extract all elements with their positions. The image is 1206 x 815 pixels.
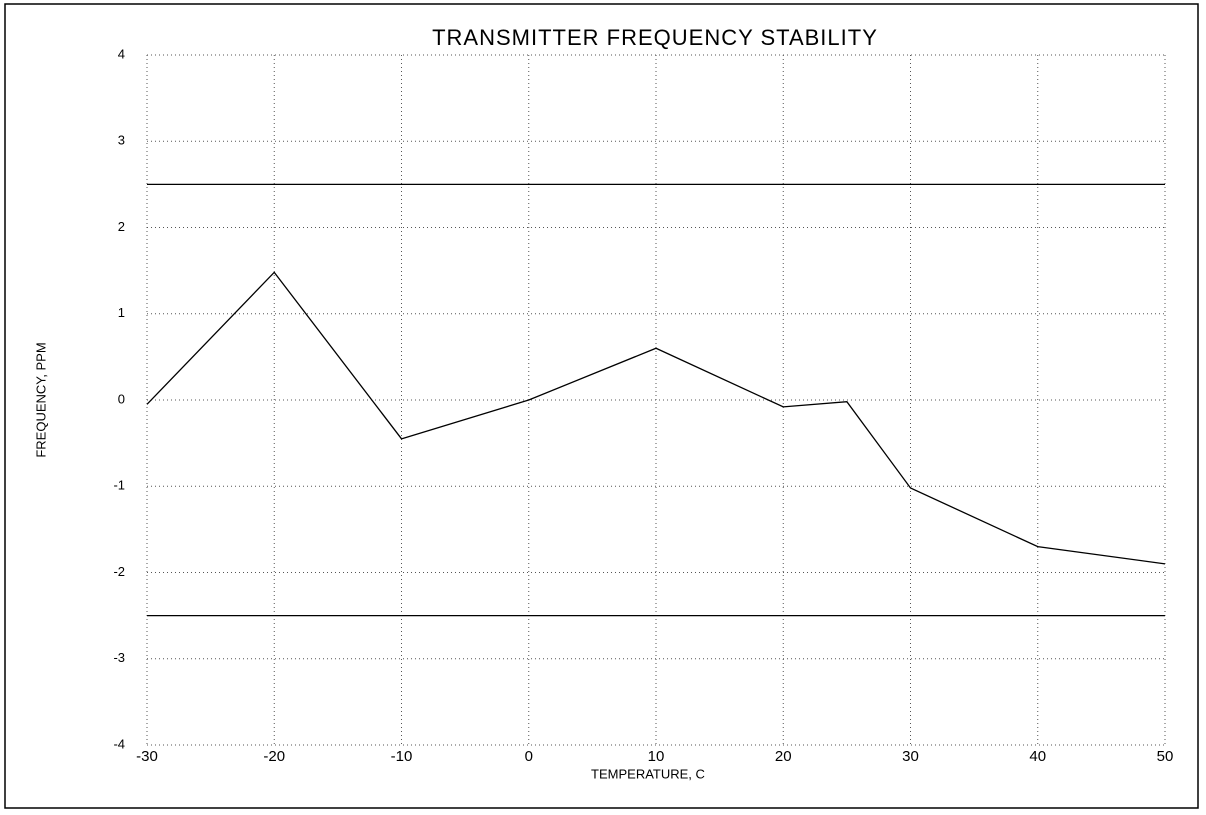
frame [4, 3, 1199, 809]
x-tick-label: 10 [648, 748, 665, 765]
data-line [146, 271, 1166, 565]
chart-title: TRANSMITTER FREQUENCY STABILITY [432, 25, 878, 50]
y-tick-label: -4 [113, 736, 125, 751]
y-tick-label: 1 [118, 305, 125, 320]
x-tick-label: -10 [391, 748, 413, 765]
x-tick-label: 20 [775, 748, 792, 765]
y-tick-label: -3 [113, 650, 125, 665]
y-tick-label: 3 [118, 133, 125, 148]
y-tick-label: 0 [118, 391, 125, 406]
y-tick-label: -1 [113, 478, 125, 493]
x-tick-label: 0 [525, 748, 533, 765]
y-tick-label: 2 [118, 219, 125, 234]
x-tick-label: 30 [902, 748, 919, 765]
x-tick-label: -20 [263, 748, 285, 765]
x-axis-label: TEMPERATURE, C [591, 766, 705, 781]
y-axis-label: FREQUENCY, PPM [33, 342, 48, 457]
x-tick-label: 50 [1157, 748, 1174, 765]
y-tick-label: -2 [113, 564, 125, 579]
x-tick-label: -30 [136, 748, 158, 765]
y-tick-label: 4 [118, 46, 125, 61]
x-tick-label: 40 [1029, 748, 1046, 765]
